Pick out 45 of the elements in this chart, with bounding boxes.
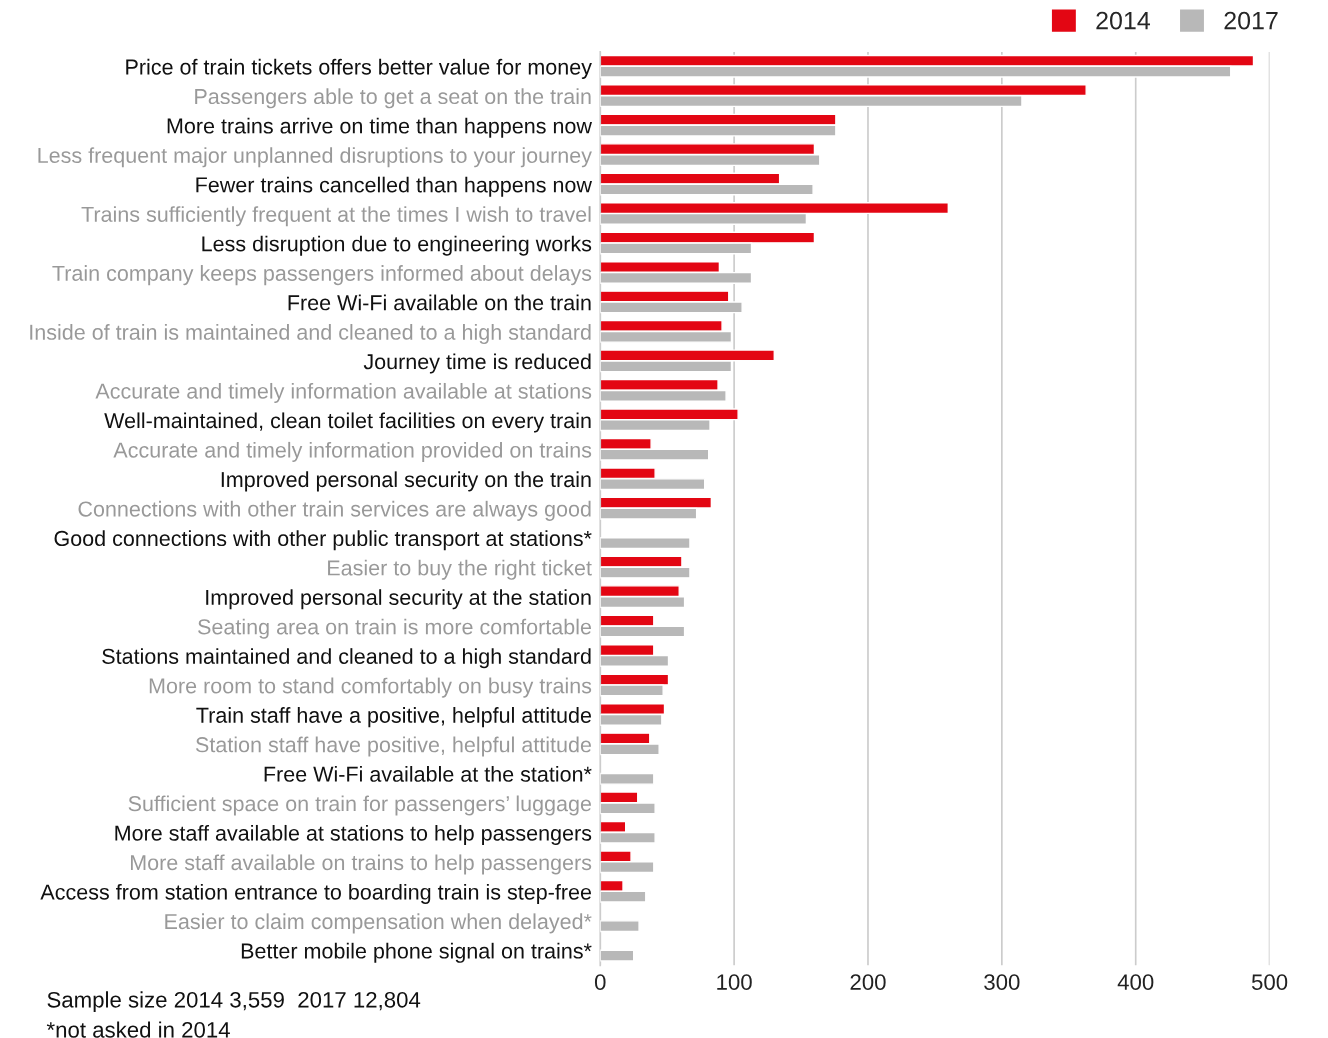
y-tick-label: Connections with other train services are always good: [78, 500, 591, 521]
y-tick-label: Access from station entrance to boarding train is step-free: [40, 883, 592, 904]
y-tick-label: More staff available on trains to help passengers: [130, 854, 592, 875]
x-tick-label: 500: [1251, 974, 1288, 990]
y-tick-label: Easier to buy the right ticket: [328, 559, 592, 580]
y-tick-label: More trains arrive on time than happens now: [167, 117, 593, 138]
y-tick-label: Free Wi-Fi available at the station*: [264, 766, 592, 782]
y-tick-label: Trains sufficiently frequent at the times I wish to travel: [81, 206, 591, 227]
y-tick-label: Passengers able to get a seat on the train: [195, 88, 591, 109]
y-tick-label: Journey time is reduced: [363, 353, 591, 374]
legend-label: 2014: [1096, 11, 1151, 30]
bar: [600, 920, 640, 933]
x-tick-label: 200: [850, 974, 886, 990]
y-tick-label: Improved personal security at the station: [206, 589, 591, 610]
y-tick-label: Stations maintained and cleaned to a high standard: [102, 648, 591, 669]
y-tick-label: Inside of train is maintained and cleaned to a high standard: [30, 324, 591, 345]
y-tick-label: Train company keeps passengers informed about delays: [52, 265, 592, 286]
y-tick-label: Improved personal security on the train: [221, 471, 591, 492]
text: *not asked in 2014: [46, 1021, 230, 1038]
y-tick-label: More room to stand comfortably on busy trains: [149, 677, 592, 698]
bar: [600, 772, 655, 785]
x-tick-label: 400: [1117, 974, 1154, 990]
y-tick-label: Price of train tickets offers better value for money: [126, 58, 592, 79]
y-tick-label: Free Wi-Fi available on the train: [288, 294, 591, 311]
y-tick-label: Fewer trains cancelled than happens now: [196, 176, 593, 197]
legend-label: 2017: [1224, 11, 1278, 30]
y-tick-label: Accurate and timely information available at stations: [95, 382, 592, 404]
y-tick-label: Sufficient space on train for passengers’ luggage: [128, 795, 591, 816]
x-tick-label: 300: [984, 974, 1020, 990]
y-tick-label: Less disruption due to engineering works: [202, 235, 592, 256]
y-tick-label: More staff available at stations to help passengers: [115, 824, 592, 846]
y-tick-label: Train staff have a positive, helpful attitude: [196, 707, 591, 728]
y-tick-label: Better mobile phone signal on trains*: [241, 942, 592, 963]
bar: [600, 537, 691, 550]
x-tick-label: 100: [717, 974, 752, 990]
y-tick-label: Station staff have positive, helpful attitude: [195, 736, 591, 757]
x-tick-label: 0: [594, 974, 606, 990]
y-tick-label: Seating area on train is more comfortable: [198, 618, 591, 639]
y-tick-label: Less frequent major unplanned disruptions to your journey: [38, 147, 592, 168]
y-tick-label: Easier to claim compensation when delayed*: [165, 913, 592, 934]
text: Sample size 2014 3,559 2017 12,804: [47, 991, 421, 1013]
y-tick-label: Accurate and timely information provided on trains: [113, 441, 592, 462]
y-tick-label: Good connections with other public transport at stations*: [54, 530, 592, 551]
bar: [600, 949, 635, 962]
y-tick-label: Well-maintained, clean toilet facilities on every train: [104, 412, 591, 433]
